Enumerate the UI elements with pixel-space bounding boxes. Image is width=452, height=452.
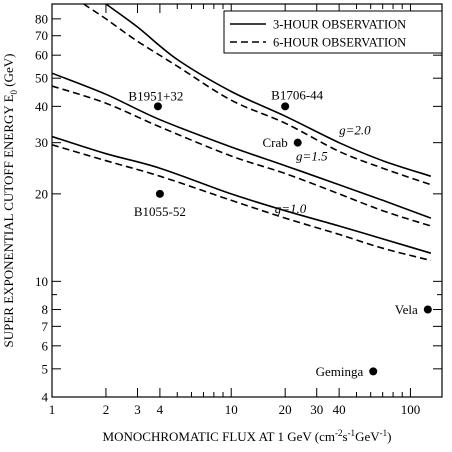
y-tick-label: 7 [42,319,49,334]
curve-label-g-2-0: g=2.0 [339,123,371,138]
y-tick-label: 50 [35,71,48,86]
pulsar-point-b1706-44 [281,102,290,111]
y-axis-title-sub: 0 [9,89,19,94]
legend-label-6-hour-observation: 6-HOUR OBSERVATION [273,36,406,50]
x-axis-title-mid-1: s [343,429,348,444]
plot-frame [51,3,443,398]
legend-box [223,10,443,54]
pulsar-point-crab [293,138,302,147]
x-tick-label: 3 [134,402,141,417]
pulsar-point-b1055-52 [155,189,164,198]
y-tick-label: 20 [35,186,48,201]
legend: 3-HOUR OBSERVATION 6-HOUR OBSERVATION [223,10,443,54]
x-axis-title-sup-2: -1 [348,428,356,438]
pulsar-label-b1706-44: B1706-44 [271,87,324,102]
x-axis-title-sup-1: -2 [335,428,343,438]
y-axis-title-main: SUPER EXPONENTIAL CUTOFF ENERGY E [1,94,16,347]
y-tick-label: 70 [35,28,48,43]
pulsar-point-b1951-32 [153,102,162,111]
curve-labels: g=2.0 g=1.5 g=1.0 [275,123,371,216]
curve-label-g-1-0: g=1.0 [275,201,307,216]
y-tick-label: 4 [42,390,49,405]
pulsar-point-vela [423,305,432,314]
y-tick-label: 60 [35,48,48,63]
pulsar-label-geminga: Geminga [316,364,364,379]
legend-label-3-hour-observation: 3-HOUR OBSERVATION [273,18,406,32]
x-tick-label: 1 [49,402,56,417]
pulsar-label-b1951-32: B1951+32 [128,88,183,103]
series-line-3h-g-1-0 [52,135,432,254]
x-axis-title-sup-3: -1 [380,428,388,438]
x-tick-label: 4 [157,402,164,417]
x-tick-label: 10 [225,402,238,417]
x-tick-label: 40 [333,402,346,417]
pulsar-label-b1055-52: B1055-52 [134,204,186,219]
y-tick-label: 8 [42,302,49,317]
x-axis-title-end: ) [387,429,391,444]
x-tick-label: 30 [310,402,323,417]
x-tick-label: 100 [401,402,421,417]
y-tick-label: 5 [42,361,49,376]
y-axis-title-end: (GeV) [1,54,16,90]
y-tick-label: 6 [42,338,49,353]
x-tick-label: 2 [103,402,110,417]
x-tick-label: 20 [279,402,292,417]
series-line-3h-g-2-0 [105,4,432,177]
series-line-6h-g-1-5 [52,85,432,227]
pulsar-point-geminga [369,367,378,376]
y-axis-title: SUPER EXPONENTIAL CUTOFF ENERGY E0 (GeV) [1,54,19,348]
series-lines [52,4,432,262]
pulsar-label-crab: Crab [262,135,287,150]
y-tick-label: 80 [35,11,48,26]
x-axis-tick-labels: 1 2 3 4 10 20 30 40 100 [49,402,420,417]
y-axis-tick-labels: 4 5 6 7 8 10 20 30 40 50 60 70 80 [35,11,49,404]
y-tick-label: 40 [35,99,48,114]
x-axis-title: MONOCHROMATIC FLUX AT 1 GeV (cm-2s-1GeV-… [103,428,392,444]
pulsar-points: B1951+32 B1706-44 Crab B1055-52 Vela Geminga [128,87,432,379]
pulsar-label-vela: Vela [395,302,418,317]
series-line-3h-g-1-5 [52,72,432,219]
y-tick-label: 30 [35,135,48,150]
x-axis-title-mid-2: GeV [355,429,380,444]
curve-label-g-1-5: g=1.5 [296,149,328,164]
y-tick-label: 10 [35,274,48,289]
series-line-6h-g-2-0 [83,4,432,186]
x-axis-title-main: MONOCHROMATIC FLUX AT 1 GeV (cm [103,429,335,444]
series-line-6h-g-1-0 [52,144,432,262]
